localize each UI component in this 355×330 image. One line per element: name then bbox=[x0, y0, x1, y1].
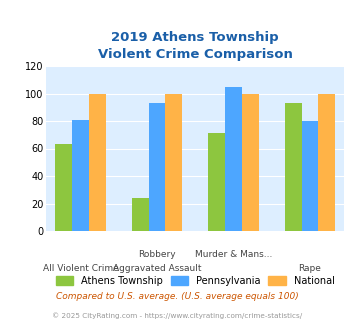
Text: Rape: Rape bbox=[299, 264, 321, 273]
Title: 2019 Athens Township
Violent Crime Comparison: 2019 Athens Township Violent Crime Compa… bbox=[98, 31, 293, 61]
Text: Compared to U.S. average. (U.S. average equals 100): Compared to U.S. average. (U.S. average … bbox=[56, 292, 299, 301]
Text: All Violent Crime: All Violent Crime bbox=[43, 264, 119, 273]
Text: Robbery: Robbery bbox=[138, 250, 176, 259]
Bar bbox=[285, 103, 301, 231]
Bar bbox=[225, 86, 242, 231]
Bar bbox=[318, 93, 335, 231]
Bar bbox=[208, 133, 225, 231]
Bar bbox=[89, 93, 106, 231]
Bar bbox=[55, 145, 72, 231]
Text: Murder & Mans...: Murder & Mans... bbox=[195, 250, 272, 259]
Bar bbox=[149, 103, 165, 231]
Bar bbox=[301, 121, 318, 231]
Bar bbox=[165, 93, 182, 231]
Bar bbox=[242, 93, 259, 231]
Text: Aggravated Assault: Aggravated Assault bbox=[113, 264, 201, 273]
Legend: Athens Township, Pennsylvania, National: Athens Township, Pennsylvania, National bbox=[52, 272, 338, 290]
Bar bbox=[72, 120, 89, 231]
Bar bbox=[132, 198, 149, 231]
Text: © 2025 CityRating.com - https://www.cityrating.com/crime-statistics/: © 2025 CityRating.com - https://www.city… bbox=[53, 312, 302, 318]
